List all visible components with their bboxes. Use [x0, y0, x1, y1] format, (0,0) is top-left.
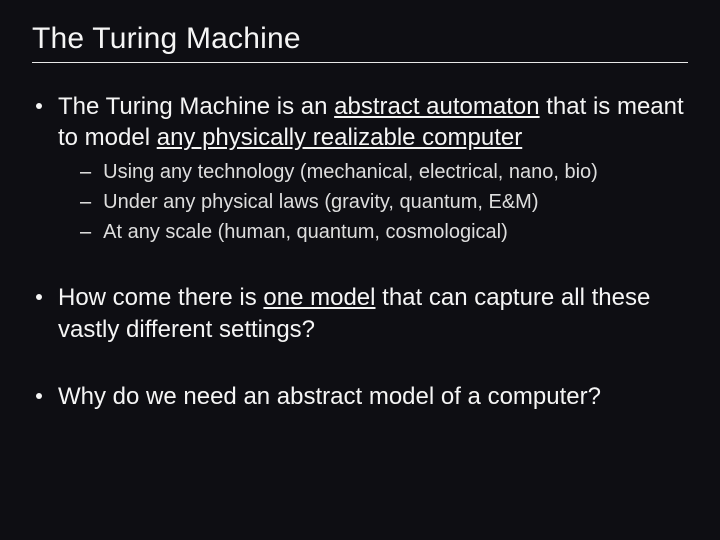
text-run: How come there is [58, 284, 263, 311]
sub-bullet-item: – Using any technology (mechanical, elec… [80, 159, 688, 186]
sub-bullet-text: Under any physical laws (gravity, quantu… [103, 189, 538, 216]
sub-bullet-item: – Under any physical laws (gravity, quan… [80, 189, 688, 216]
bullet-dot-icon [36, 103, 42, 109]
text-run: The Turing Machine is an [58, 93, 334, 120]
text-run-underline: one model [263, 284, 375, 311]
dash-icon: – [80, 159, 91, 186]
sub-bullet-list: – Using any technology (mechanical, elec… [80, 159, 688, 246]
bullet-dot-icon [36, 294, 42, 300]
bullet-item: How come there is one model that can cap… [32, 282, 688, 344]
bullet-item: The Turing Machine is an abstract automa… [32, 91, 688, 153]
sub-bullet-text: At any scale (human, quantum, cosmologic… [103, 219, 508, 246]
bullet-text: The Turing Machine is an abstract automa… [58, 91, 688, 153]
text-run-underline: any physically realizable computer [157, 124, 523, 151]
dash-icon: – [80, 189, 91, 216]
dash-icon: – [80, 219, 91, 246]
sub-bullet-text: Using any technology (mechanical, electr… [103, 159, 598, 186]
slide-title: The Turing Machine [32, 22, 688, 63]
text-run-underline: abstract automaton [334, 93, 539, 120]
spacer [32, 351, 688, 381]
bullet-dot-icon [36, 393, 42, 399]
bullet-item: Why do we need an abstract model of a co… [32, 381, 688, 412]
text-run: Why do we need an abstract model of a co… [58, 383, 601, 410]
bullet-text: How come there is one model that can cap… [58, 282, 688, 344]
bullet-text: Why do we need an abstract model of a co… [58, 381, 601, 412]
sub-bullet-item: – At any scale (human, quantum, cosmolog… [80, 219, 688, 246]
